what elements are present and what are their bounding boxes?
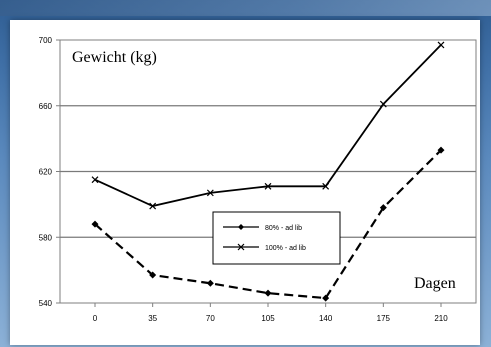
data-point — [322, 294, 330, 302]
legend-box — [212, 211, 341, 265]
legend-marker — [237, 243, 245, 251]
data-point — [206, 189, 214, 197]
data-point — [206, 279, 214, 287]
x-axis-label: Dagen — [414, 275, 456, 292]
data-point — [264, 289, 272, 297]
y-tick-label: 620 — [39, 168, 53, 177]
data-point — [149, 202, 157, 210]
data-point — [322, 182, 330, 190]
legend-label: 80% - ad lib — [265, 225, 302, 232]
data-point — [437, 146, 445, 154]
data-point — [264, 182, 272, 190]
data-point — [379, 204, 387, 212]
x-tick-label: 210 — [434, 314, 448, 323]
data-point — [149, 271, 157, 279]
y-tick-label: 660 — [39, 102, 53, 111]
y-tick-label: 540 — [39, 299, 53, 308]
x-tick-label: 70 — [206, 314, 215, 323]
y-axis-label: Gewicht (kg) — [72, 49, 157, 66]
y-tick-label: 700 — [39, 36, 53, 45]
x-tick-label: 0 — [93, 314, 98, 323]
data-point — [91, 220, 99, 228]
legend-marker — [238, 224, 244, 230]
window-header-strip — [0, 0, 491, 16]
data-point — [379, 100, 387, 108]
legend-label: 100% - ad lib — [265, 245, 306, 252]
x-tick-label: 175 — [377, 314, 391, 323]
data-point — [91, 176, 99, 184]
data-point — [437, 41, 445, 49]
y-tick-label: 580 — [39, 233, 53, 242]
x-tick-label: 35 — [148, 314, 157, 323]
x-tick-label: 140 — [319, 314, 333, 323]
x-tick-label: 105 — [261, 314, 275, 323]
